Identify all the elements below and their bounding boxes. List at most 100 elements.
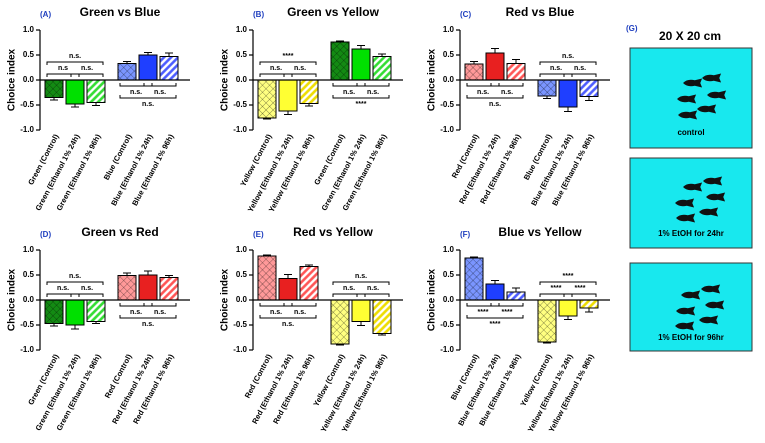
error-bar: [512, 287, 520, 292]
error-bar: [71, 325, 79, 330]
chart-panel: (A) Green vs Blue Choice index -1.0 -0.5 0.0 0…: [7, 5, 190, 212]
chart-panel: (C) Red vs Blue Choice index -1.0 -0.5 0.0 0.5…: [427, 5, 610, 207]
bar: [330, 41, 350, 81]
significance-label: ****: [490, 321, 501, 328]
bar: [257, 255, 277, 301]
bar: [44, 79, 64, 98]
bar: [117, 275, 137, 301]
y-tick-label: 1.0: [236, 245, 248, 254]
y-tick-label: -1.0: [233, 125, 247, 134]
bar: [86, 299, 106, 322]
significance-label: n.s.: [367, 285, 379, 292]
significance-label: n.s.: [130, 89, 142, 96]
bar: [351, 48, 371, 81]
error-bar: [470, 61, 478, 64]
y-tick-label: 1.0: [443, 245, 455, 254]
significance-bracket: [70, 73, 104, 77]
significance-bracket: [259, 61, 317, 65]
y-tick-label: 0.0: [236, 295, 248, 304]
error-bar: [543, 96, 551, 99]
panel-label: (B): [253, 10, 264, 19]
error-bar: [50, 323, 58, 327]
significance-bracket: [332, 281, 390, 285]
bar: [558, 299, 578, 317]
y-tick-label: 0.5: [443, 50, 455, 59]
y-axis-label: Choice index: [427, 48, 438, 111]
error-bar: [305, 103, 313, 107]
error-bar: [564, 107, 572, 112]
y-tick-label: 1.0: [443, 25, 455, 34]
error-bar: [378, 333, 386, 336]
significance-bracket: [119, 315, 177, 319]
y-axis-label: Choice index: [7, 48, 18, 111]
significance-label: n.s.: [130, 309, 142, 316]
bar: [330, 299, 350, 345]
error-bar: [585, 96, 593, 101]
significance-bracket: [46, 293, 80, 297]
error-bar: [71, 104, 79, 108]
bar: [86, 79, 106, 103]
y-tick-label: 1.0: [23, 245, 35, 254]
bar: [159, 277, 179, 301]
bar: [65, 299, 85, 326]
y-tick-label: 0.5: [23, 50, 35, 59]
significance-label: n.s.: [355, 273, 367, 280]
significance-bracket: [332, 83, 366, 87]
bar: [257, 79, 277, 119]
significance-label: n.s.: [142, 101, 154, 108]
significance-label: n.s.: [142, 321, 154, 328]
significance-label: n.s.: [562, 53, 574, 60]
y-tick-label: -0.5: [233, 320, 247, 329]
significance-bracket: [119, 303, 153, 307]
bar: [579, 299, 599, 309]
significance-bracket: [70, 293, 104, 297]
bar: [299, 79, 319, 104]
error-bar: [144, 52, 152, 55]
bar: [351, 299, 371, 322]
significance-bracket: [332, 293, 366, 297]
significance-label: n.s.: [489, 101, 501, 108]
significance-bracket: [539, 293, 573, 297]
error-bar: [165, 52, 173, 57]
significance-label: n.s.: [81, 65, 93, 72]
error-bar: [357, 321, 365, 326]
error-bar: [263, 118, 271, 120]
y-tick-label: 0.0: [23, 75, 35, 84]
significance-bracket: [539, 281, 597, 285]
y-tick-label: 0.5: [236, 270, 248, 279]
significance-bracket: [259, 315, 317, 319]
significance-label: n.s.: [69, 53, 81, 60]
error-bar: [263, 254, 271, 256]
error-bar: [585, 308, 593, 313]
error-bar: [50, 97, 58, 101]
bar: [485, 283, 505, 301]
significance-label: n.s.: [367, 89, 379, 96]
bar: [65, 79, 85, 105]
significance-label: n.s.: [69, 273, 81, 280]
y-tick-label: 0.5: [236, 50, 248, 59]
significance-label: n.s.: [343, 89, 355, 96]
panel-label: (C): [460, 10, 471, 19]
panel-label: (A): [40, 10, 51, 19]
error-bar: [336, 344, 344, 346]
y-tick-label: 1.0: [236, 25, 248, 34]
chart-title: Green vs Red: [81, 225, 158, 239]
significance-label: ****: [551, 285, 562, 292]
bar: [138, 54, 158, 81]
panel-label: (G): [626, 24, 638, 33]
x-tick-label: Red (Ethanol 1% 96h): [131, 352, 176, 425]
y-tick-label: -1.0: [440, 125, 454, 134]
chart-title: Green vs Blue: [80, 5, 161, 19]
significance-bracket: [46, 281, 104, 285]
bar: [278, 278, 298, 301]
bar: [138, 274, 158, 301]
error-bar: [491, 280, 499, 284]
significance-label: n.s.: [294, 65, 306, 72]
significance-bracket: [539, 73, 573, 77]
significance-bracket: [119, 83, 153, 87]
bar: [117, 63, 137, 81]
y-tick-label: 0.5: [23, 270, 35, 279]
significance-bracket: [466, 95, 524, 99]
